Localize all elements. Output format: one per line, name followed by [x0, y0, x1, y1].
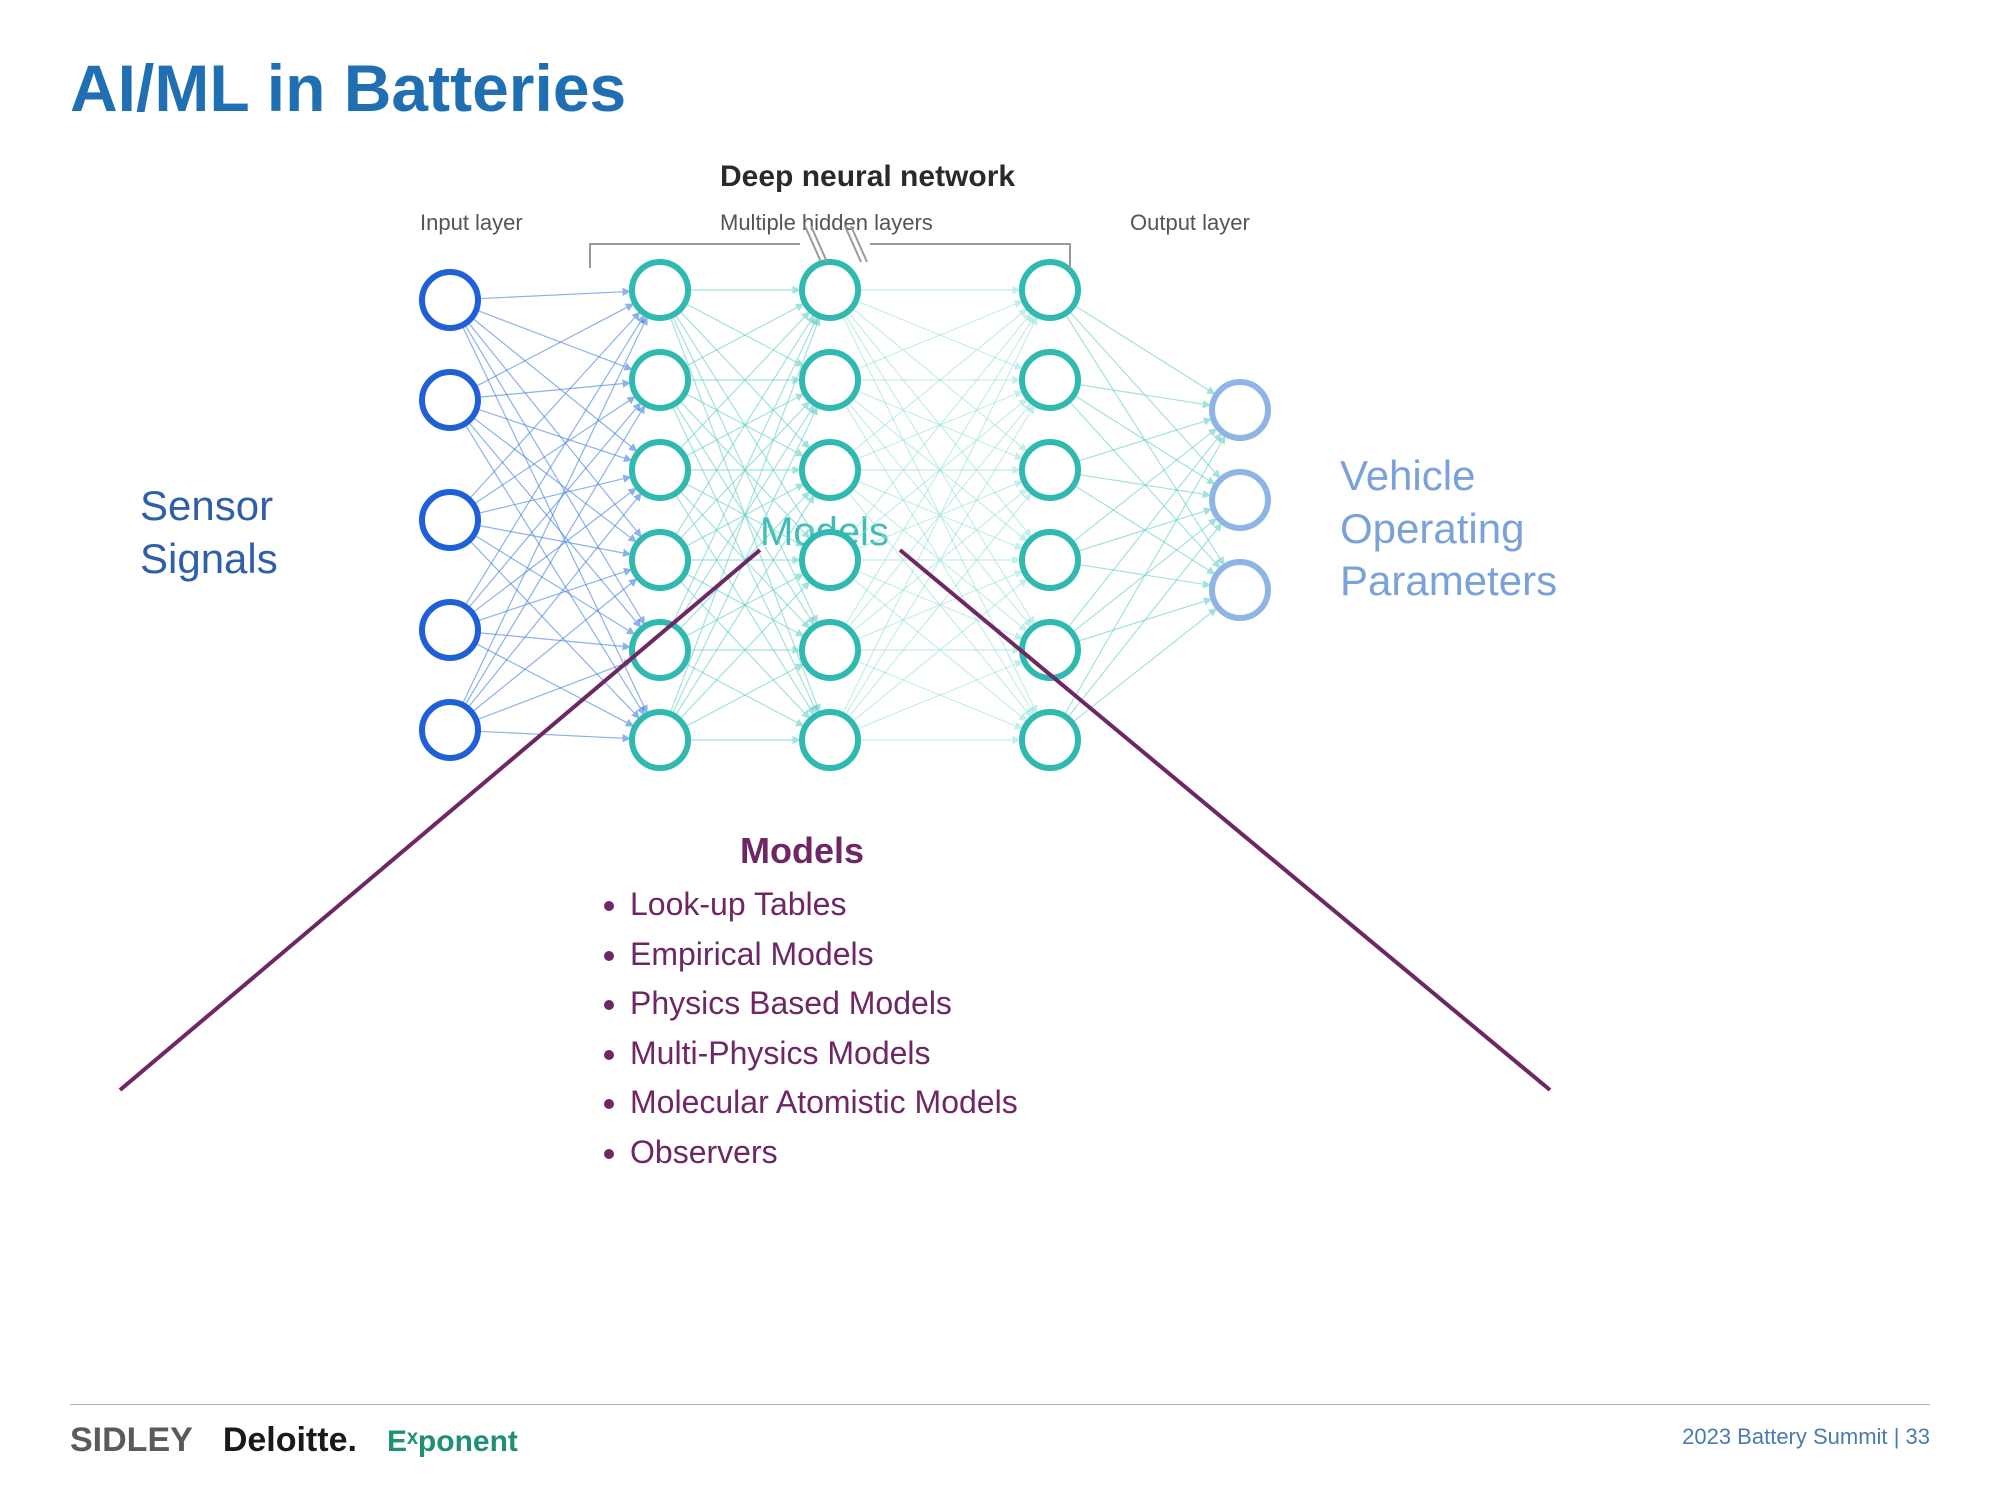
- models-list-item: Multi-Physics Models: [630, 1029, 1018, 1079]
- footer-logos: SIDLEY Deloitte. Eˣponent: [70, 1421, 518, 1460]
- footer-logo: Eˣponent: [387, 1425, 518, 1459]
- neural-network-svg: [0, 0, 2000, 1500]
- footer-page: 33: [1906, 1424, 1930, 1449]
- models-list-item: Physics Based Models: [630, 979, 1018, 1029]
- models-list-item: Empirical Models: [630, 930, 1018, 980]
- footer-text: 2023 Battery Summit | 33: [1682, 1424, 1930, 1450]
- footer-sep: |: [1894, 1424, 1906, 1449]
- models-heading: Models: [740, 830, 864, 872]
- footer-logo: SIDLEY: [70, 1421, 193, 1460]
- footer-logo: Deloitte.: [223, 1421, 357, 1460]
- footer-divider: [70, 1404, 1930, 1405]
- models-list-item: Look-up Tables: [630, 880, 1018, 930]
- footer-event: 2023 Battery Summit: [1682, 1424, 1887, 1449]
- models-list: Look-up TablesEmpirical ModelsPhysics Ba…: [590, 880, 1018, 1178]
- models-list-item: Observers: [630, 1128, 1018, 1178]
- models-list-item: Molecular Atomistic Models: [630, 1078, 1018, 1128]
